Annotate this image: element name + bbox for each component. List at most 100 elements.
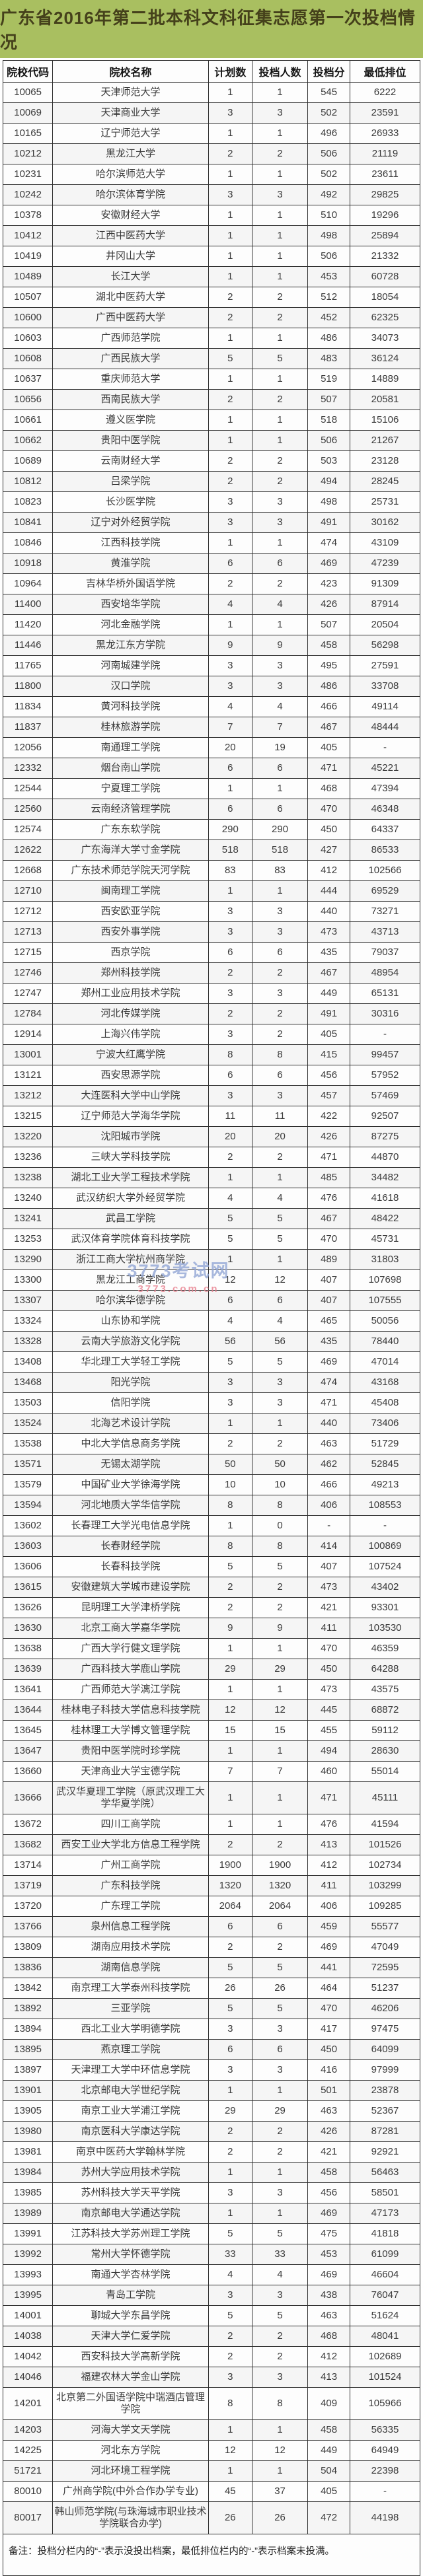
cell-rank: - [349, 1024, 421, 1045]
cell-score: 462 [307, 1454, 350, 1475]
table-row: 10656 西南民族大学 2 2 507 20581 [2, 389, 421, 410]
cell-score: 467 [307, 962, 350, 984]
cell-code: 12668 [2, 860, 54, 881]
cell-filed: 10 [251, 1474, 309, 1495]
cell-rank: 79037 [349, 942, 421, 963]
cell-code: 12622 [2, 840, 54, 861]
cell-code: 13660 [2, 1761, 54, 1782]
cell-code: 10212 [2, 143, 54, 164]
cell-score: 503 [307, 450, 350, 472]
cell-rank: 47394 [349, 778, 421, 799]
table-row: 13324 山东协和学院 4 4 465 50056 [2, 1310, 421, 1332]
cell-score: 501 [307, 2080, 350, 2101]
cell-plan: 6 [208, 553, 252, 574]
cell-plan: 33 [208, 2244, 252, 2265]
cell-plan: 5 [208, 1998, 252, 2019]
cell-rank: 43575 [349, 1679, 421, 1700]
cell-code: 13241 [2, 1208, 54, 1229]
cell-filed: 1 [251, 532, 309, 554]
cell-score: 409 [307, 2387, 350, 2420]
cell-plan: 8 [208, 1044, 252, 1065]
cell-code: 14201 [2, 2387, 54, 2420]
table-row: 10069 天津商业大学 3 3 502 23591 [2, 102, 421, 124]
cell-rank: 49114 [349, 696, 421, 717]
cell-code: 10689 [2, 450, 54, 472]
cell-filed: 3 [251, 1085, 309, 1106]
table-row: 13503 信阳学院 3 3 471 45408 [2, 1392, 421, 1413]
cell-score: 466 [307, 1474, 350, 1495]
cell-plan: 1 [208, 1413, 252, 1434]
cell-code: 13980 [2, 2121, 54, 2142]
footnote: 备注：投档分栏内的“-”表示没投出档案，最低排位栏内的“-”表示档案未投满。 [3, 2533, 420, 2576]
cell-plan: 1 [208, 614, 252, 635]
cell-filed: 1 [251, 410, 309, 431]
cell-code: 13001 [2, 1044, 54, 1065]
table-row: 14038 天津大学仁爱学院 2 2 468 48041 [2, 2326, 421, 2347]
cell-plan: 1 [208, 2203, 252, 2224]
cell-plan: 2 [208, 2141, 252, 2163]
table-row: 13571 无锡太湖学院 50 50 462 52845 [2, 1454, 421, 1475]
cell-name: 江西中医药大学 [52, 225, 209, 246]
footnote-row: 备注：投档分栏内的“-”表示没投出档案，最低排位栏内的“-”表示档案未投满。 [3, 2533, 420, 2576]
cell-name: 北京工商大学嘉华学院 [52, 1618, 209, 1639]
cell-code: 10069 [2, 102, 54, 124]
cell-code: 13641 [2, 1679, 54, 1700]
cell-name: 广西民族大学 [52, 348, 209, 369]
cell-plan: 5 [208, 348, 252, 369]
table-row: 13236 三峡大学科技学院 2 2 471 44870 [2, 1147, 421, 1168]
cell-filed: 12 [251, 2440, 309, 2461]
cell-name: 河北东方学院 [52, 2440, 209, 2461]
cell-name: 聊城大学东昌学院 [52, 2305, 209, 2326]
cell-name: 吕梁学院 [52, 471, 209, 492]
cell-filed: 518 [251, 840, 309, 861]
table-row: 13468 阳光学院 3 3 474 43168 [2, 1372, 421, 1393]
cell-plan: 2 [208, 1597, 252, 1618]
cell-code: 10507 [2, 287, 54, 308]
cell-filed: 3 [251, 676, 309, 697]
cell-name: 阳光学院 [52, 1372, 209, 1393]
cell-score: 471 [307, 1781, 350, 1814]
cell-plan: 8 [208, 1536, 252, 1557]
cell-code: 13606 [2, 1556, 54, 1577]
cell-filed: 3 [251, 2019, 309, 2040]
cell-filed: 1 [251, 82, 309, 103]
cell-score: 452 [307, 307, 350, 328]
cell-filed: 3 [251, 1392, 309, 1413]
cell-plan: 12 [208, 2440, 252, 2461]
cell-plan: 1 [208, 1740, 252, 1762]
table-row: 13991 江苏科技大学苏州理工学院 5 5 475 41818 [2, 2223, 421, 2244]
cell-plan: 2 [208, 962, 252, 984]
cell-filed: 8 [251, 1044, 309, 1065]
table-row: 12560 云南经济管理学院 6 6 470 46348 [2, 799, 421, 820]
cell-plan: 1 [208, 778, 252, 799]
cell-plan: 5 [208, 1957, 252, 1978]
cell-rank: 51624 [349, 2305, 421, 2326]
cell-code: 12574 [2, 819, 54, 840]
cell-rank: 47014 [349, 1351, 421, 1373]
cell-score: 449 [307, 983, 350, 1004]
table-row: 13238 湖北工业大学工程技术学院 1 1 485 34482 [2, 1167, 421, 1188]
cell-plan: 3 [208, 102, 252, 124]
cell-rank: 107524 [349, 1556, 421, 1577]
cell-name: 桂林理工大学博文管理学院 [52, 1720, 209, 1741]
cell-filed: 5 [251, 1556, 309, 1577]
cell-rank: 26933 [349, 123, 421, 144]
table-row: 13666 武汉华夏理工学院（原武汉理工大学华夏学院） 1 1 471 45111 [2, 1781, 421, 1814]
cell-name: 上海兴伟学院 [52, 1024, 209, 1045]
cell-rank: 108553 [349, 1495, 421, 1516]
cell-filed: 19 [251, 737, 309, 758]
cell-plan: 2064 [208, 1896, 252, 1917]
cell-name: 南通大学杏林学院 [52, 2264, 209, 2285]
cell-rank: 46348 [349, 799, 421, 820]
cell-score: 502 [307, 164, 350, 185]
cell-rank: 64949 [349, 2440, 421, 2461]
table-row: 13001 宁波大红鹰学院 8 8 415 99457 [2, 1044, 421, 1065]
cell-plan: 56 [208, 1331, 252, 1352]
cell-code: 13809 [2, 1937, 54, 1958]
cell-plan: 1 [208, 532, 252, 554]
cell-filed: 1 [251, 246, 309, 267]
cell-code: 12713 [2, 921, 54, 943]
cell-score: 507 [307, 389, 350, 410]
table-row: 13989 南京邮电大学通达学院 1 1 469 47173 [2, 2203, 421, 2224]
cell-name: 山东协和学院 [52, 1310, 209, 1332]
